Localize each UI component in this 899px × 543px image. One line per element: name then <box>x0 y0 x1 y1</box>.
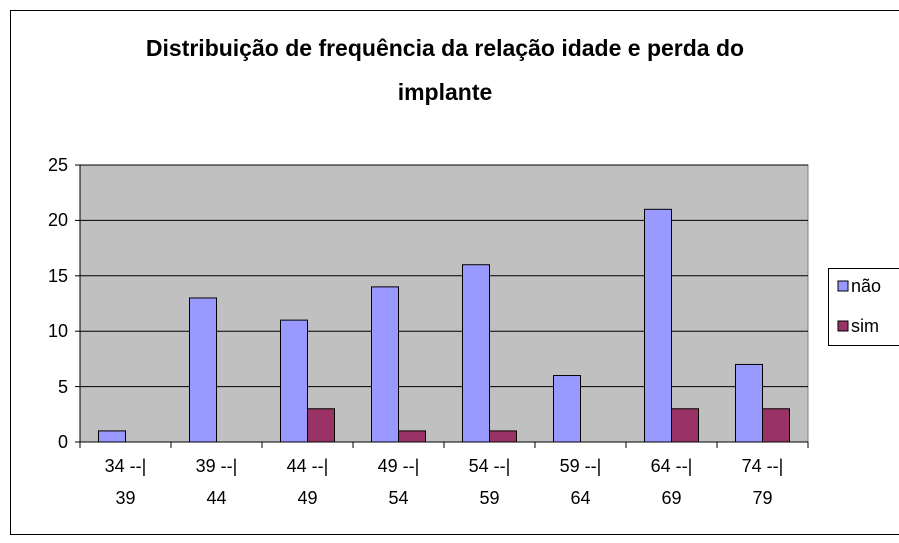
y-tick-label: 5 <box>57 376 68 397</box>
bar <box>489 430 517 443</box>
bar <box>371 286 399 443</box>
x-tick-label: 39 --| 44 <box>195 456 238 508</box>
chart-title: Distribuição de frequência da relação id… <box>145 35 745 105</box>
legend-swatch <box>837 280 849 292</box>
bar <box>280 319 308 443</box>
legend <box>828 268 899 346</box>
bar <box>553 375 581 443</box>
bar <box>644 208 672 443</box>
bar <box>462 264 490 443</box>
x-tick-label: 54 --| 59 <box>468 456 511 508</box>
x-tick-label: 74 --| 79 <box>741 456 784 508</box>
y-tick-label: 0 <box>57 432 68 452</box>
bar <box>762 408 790 443</box>
y-tick-label: 25 <box>47 155 68 175</box>
y-tick-label: 20 <box>47 210 68 231</box>
x-tick-label: 59 --| 64 <box>559 456 602 508</box>
bar <box>189 297 217 443</box>
bar <box>671 408 699 443</box>
bar <box>98 430 126 443</box>
x-tick-label: 34 --| 39 <box>104 456 147 508</box>
bar <box>307 408 335 443</box>
x-tick-label: 49 --| 54 <box>377 456 420 508</box>
bar <box>735 363 763 443</box>
y-tick-label: 15 <box>47 265 68 286</box>
legend-swatch <box>837 320 849 332</box>
chart-frame <box>10 10 899 535</box>
y-tick-label: 10 <box>47 321 68 342</box>
legend-label: sim <box>851 316 879 336</box>
x-tick-label: 44 --| 49 <box>286 456 329 508</box>
legend-label: não <box>851 276 882 296</box>
x-tick-label: 64 --| 69 <box>650 456 693 508</box>
bar <box>398 430 426 443</box>
